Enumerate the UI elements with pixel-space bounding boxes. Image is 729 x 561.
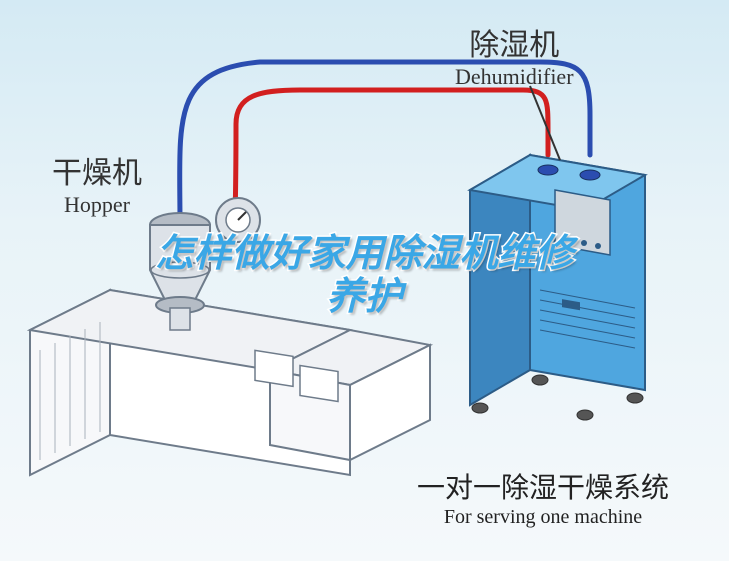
dehumidifier-label-en: Dehumidifier	[455, 64, 574, 90]
overlay-line-2: 养护	[155, 276, 573, 320]
overlay-line-1: 怎样做好家用除湿机维修	[155, 232, 573, 276]
hopper-label-cn: 干燥机	[52, 148, 142, 192]
dehumidifier-label-block: 除湿机 Dehumidifier	[455, 20, 574, 90]
system-title-block: 一对一除湿干燥系统 For serving one machine	[417, 466, 669, 529]
hopper-label-block: 干燥机 Hopper	[52, 148, 142, 218]
system-title-en: For serving one machine	[417, 506, 669, 529]
dehumidifier-label-cn: 除湿机	[455, 20, 574, 64]
system-title-cn: 一对一除湿干燥系统	[417, 466, 669, 506]
overlay-title: 怎样做好家用除湿机维修 养护	[155, 232, 573, 319]
hopper-label-en: Hopper	[52, 192, 142, 218]
